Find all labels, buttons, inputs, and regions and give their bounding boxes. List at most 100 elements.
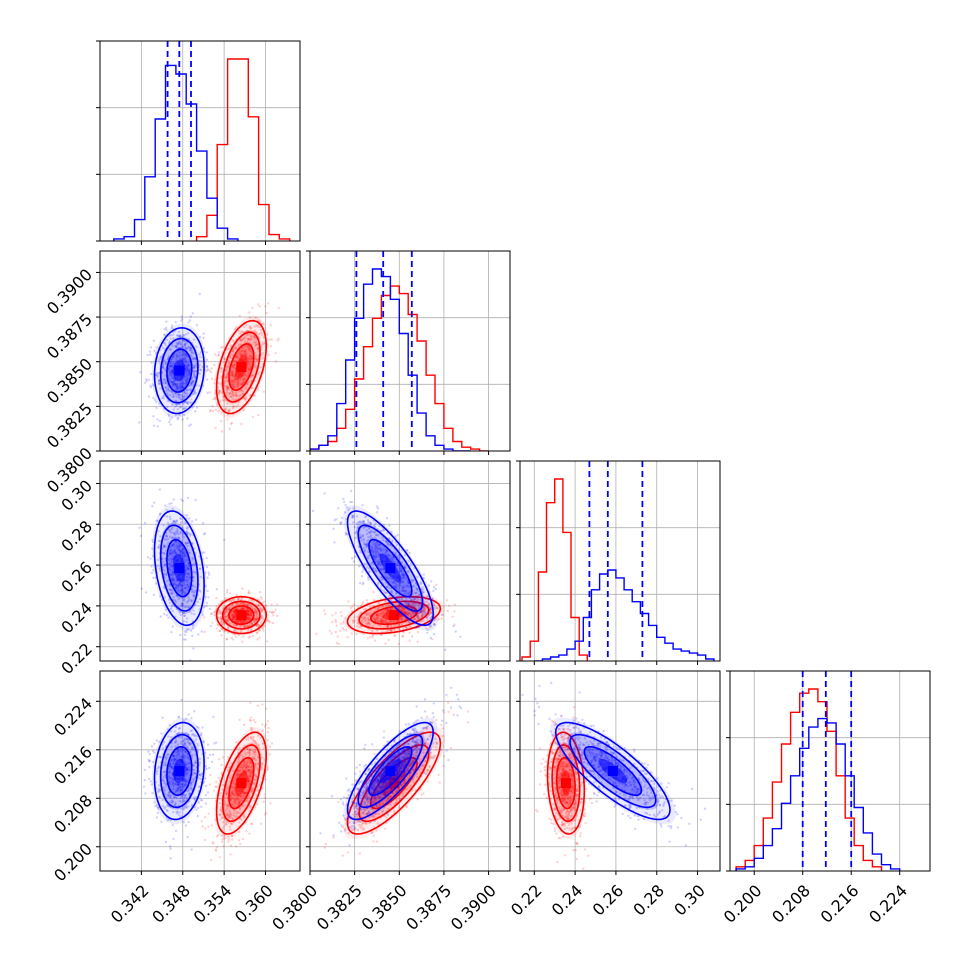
sample-point [179,543,182,547]
sample-point [277,306,280,310]
sample-point [250,355,253,358]
sample-point [180,386,183,389]
sample-point [258,624,261,627]
sample-point [169,589,173,592]
sample-point [190,376,194,380]
sample-point [177,393,180,397]
sample-point [188,564,191,568]
sample-point [253,608,257,611]
sample-point [169,573,172,577]
sample-point [184,347,187,350]
sample-point [168,369,172,373]
sample-point [437,617,441,621]
sample-point [184,361,187,364]
sample-point [248,591,251,595]
sample-point [248,368,251,371]
sample-point [253,363,257,366]
sample-point [177,343,180,346]
sample-point [169,517,172,521]
sample-point [231,374,234,377]
sample-point [373,618,377,622]
sample-point [379,620,383,623]
sample-point [167,542,170,545]
sample-point [241,381,244,385]
sample-point [212,789,216,792]
sample-point [150,361,153,364]
sample-point [434,606,438,609]
sample-point [180,588,183,591]
sample-point [246,608,249,612]
sample-point [379,612,382,615]
sample-point [194,363,198,367]
sample-point [173,550,176,553]
sample-point [192,563,195,566]
sample-point [368,618,371,622]
sample-point [233,614,236,617]
sample-point [186,559,189,562]
sample-point [187,572,190,576]
sample-point [432,589,435,593]
sample-point [186,402,189,405]
sample-point [235,394,238,397]
sample-point [209,409,212,412]
sample-point [346,635,349,639]
sample-point [173,545,176,548]
sample-point [177,340,180,343]
sample-point [188,346,192,349]
sample-point [186,402,190,405]
sample-point [230,617,233,620]
sample-point [240,343,243,346]
sample-point [168,588,172,592]
sample-point [157,539,161,542]
sample-point [218,612,222,615]
sample-point [237,382,240,385]
sample-point [247,608,250,612]
sample-point [241,337,244,341]
sample-point [241,382,244,385]
sample-point [166,515,169,518]
sample-point [416,616,419,619]
sample-point [168,515,172,518]
sample-point [155,406,158,410]
sample-point [206,391,209,395]
sample-point [162,397,165,400]
sample-point [178,585,181,588]
sample-point [386,609,389,612]
sample-point [247,591,250,595]
sample-point [179,386,182,389]
sample-point [413,598,416,601]
sample-point [149,384,152,387]
sample-point [176,342,180,345]
sample-point [181,587,184,590]
sample-point [173,532,176,535]
sample-point [171,571,174,574]
sample-point [397,597,400,601]
sample-point [231,617,234,620]
sample-point [417,593,420,597]
sample-point [432,585,436,589]
sample-point [246,338,249,341]
sample-point [169,565,173,568]
sample-point [377,606,380,609]
sample-point [187,573,190,576]
sample-point [168,347,171,351]
sample-point [218,629,222,633]
sample-point [422,605,425,608]
sample-point [405,626,408,630]
sample-point [195,345,198,348]
sample-point [177,547,181,550]
sample-point [185,380,188,383]
sample-point [240,602,243,605]
sample-point [181,386,184,390]
sample-point [185,530,188,534]
sample-point [228,410,231,413]
sample-point [225,407,228,410]
sample-point [160,356,163,359]
sample-point [340,614,343,618]
sample-point [169,370,172,374]
sample-point [192,372,196,375]
sample-point [229,844,233,847]
sample-point [277,337,280,340]
sample-point [234,355,237,359]
sample-point [180,589,184,592]
